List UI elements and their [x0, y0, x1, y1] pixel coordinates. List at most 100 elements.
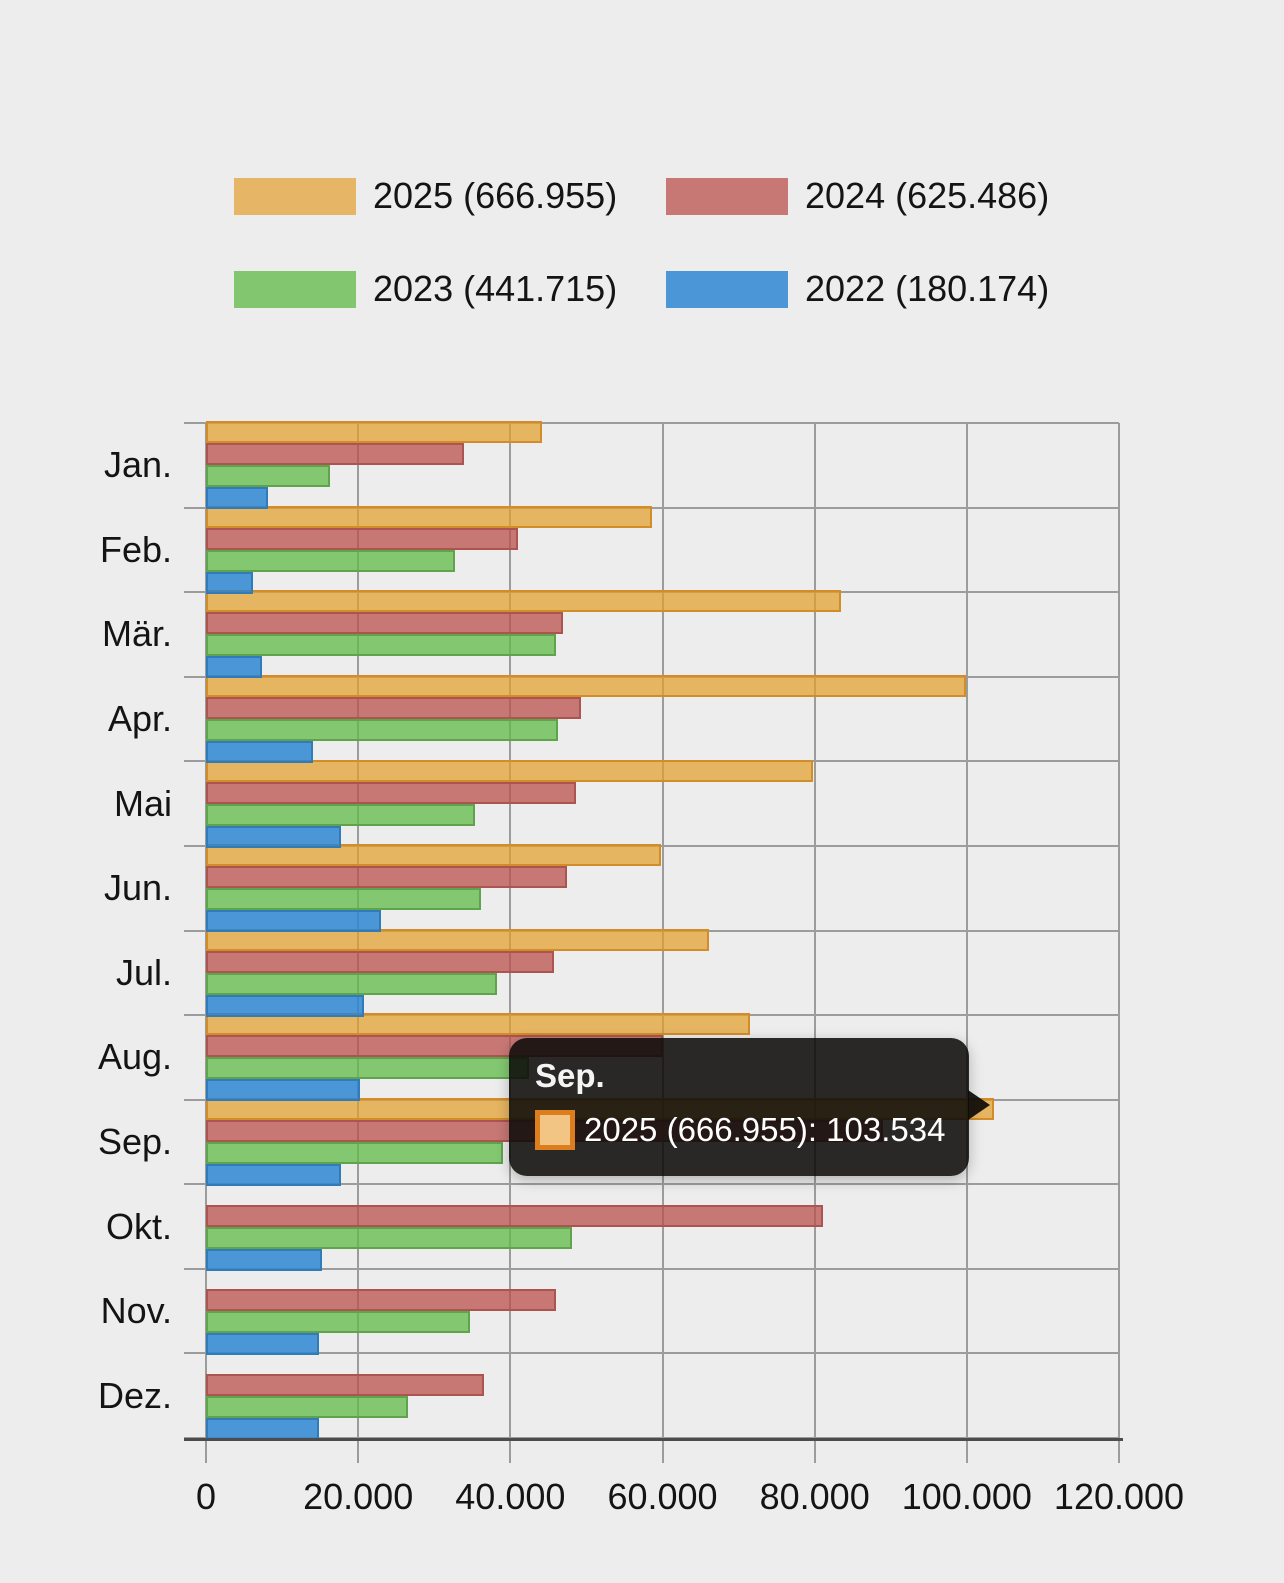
- x-axis-tick: [965, 1441, 968, 1463]
- bar-2024-jan[interactable]: [206, 443, 464, 466]
- bar-2025-jan[interactable]: [206, 421, 543, 444]
- x-tick-label: 80.000: [759, 1476, 870, 1517]
- bar-2025-jun[interactable]: [206, 844, 661, 867]
- bar-2022-jun[interactable]: [206, 910, 381, 933]
- legend-swatch-2022: [666, 270, 788, 308]
- bar-2023-okt[interactable]: [206, 1226, 572, 1249]
- bar-2024-apr[interactable]: [206, 697, 582, 720]
- bar-2022-mai[interactable]: [206, 825, 342, 848]
- y-axis-tick: [184, 1014, 206, 1017]
- y-axis-tick: [184, 1352, 206, 1355]
- x-axis-tick: [1118, 1441, 1120, 1463]
- legend-label-2022: 2022 (180.174): [805, 268, 1050, 309]
- y-tick-label: Jul.: [115, 951, 172, 993]
- bar-2025-jul[interactable]: [206, 928, 709, 951]
- legend-label-2024: 2024 (625.486): [805, 175, 1050, 216]
- legend-swatch-2024: [666, 177, 788, 215]
- legend-item-2022[interactable]: 2022 (180.174): [666, 268, 1049, 310]
- bar-2023-jul[interactable]: [206, 972, 497, 995]
- x-tick-label: 100.000: [901, 1476, 1032, 1517]
- y-axis-tick: [184, 1183, 206, 1186]
- gridline-horizontal: [206, 1183, 1119, 1186]
- bar-2024-nov[interactable]: [206, 1289, 556, 1312]
- bar-2023-mar[interactable]: [206, 634, 556, 657]
- bar-2024-jul[interactable]: [206, 950, 555, 973]
- gridline-horizontal: [206, 422, 1119, 424]
- bar-2025-feb[interactable]: [206, 505, 652, 528]
- gridline-horizontal: [206, 506, 1119, 509]
- x-tick-label: 120.000: [1053, 1476, 1185, 1517]
- y-axis-tick: [184, 929, 206, 932]
- bar-2024-feb[interactable]: [206, 527, 518, 550]
- bar-2022-dez[interactable]: [206, 1417, 320, 1440]
- bar-2025-aug[interactable]: [206, 1013, 750, 1036]
- legend-label-2023: 2023 (441.715): [373, 268, 618, 309]
- bar-2022-nov[interactable]: [206, 1333, 320, 1356]
- y-axis-tick: [184, 1267, 206, 1270]
- bar-2024-mai[interactable]: [206, 781, 576, 804]
- bar-2023-sep[interactable]: [206, 1141, 504, 1164]
- gridline-horizontal: [206, 1352, 1119, 1355]
- tooltip-arrow: [968, 1090, 990, 1120]
- bar-2023-nov[interactable]: [206, 1311, 470, 1334]
- x-axis-tick: [205, 1441, 207, 1463]
- y-axis-tick: [184, 760, 206, 763]
- y-tick-label: Mai: [113, 782, 172, 824]
- x-tick-label: 40.000: [455, 1476, 566, 1517]
- bar-2025-apr[interactable]: [206, 675, 967, 698]
- bar-2025-mai[interactable]: [206, 759, 814, 782]
- bar-2024-dez[interactable]: [206, 1373, 484, 1396]
- y-axis-tick: [184, 422, 206, 424]
- legend-swatch-2025: [234, 177, 356, 215]
- legend-label-2025: 2025 (666.955): [373, 175, 618, 216]
- y-axis-tick: [184, 506, 206, 509]
- bar-2022-jan[interactable]: [206, 487, 268, 510]
- bar-2023-mai[interactable]: [206, 803, 475, 826]
- y-tick-label: Okt.: [105, 1205, 172, 1247]
- bar-2022-aug[interactable]: [206, 1079, 360, 1102]
- bar-2022-apr[interactable]: [206, 741, 313, 764]
- y-tick-label: Nov.: [100, 1290, 172, 1332]
- bar-2023-feb[interactable]: [206, 549, 455, 572]
- bar-2022-jul[interactable]: [206, 994, 365, 1017]
- x-axis-tick: [509, 1441, 512, 1463]
- x-axis-tick: [661, 1441, 664, 1463]
- legend-item-2025[interactable]: 2025 (666.955): [234, 175, 617, 217]
- y-tick-label: Feb.: [99, 528, 172, 570]
- bar-2023-apr[interactable]: [206, 719, 559, 742]
- bar-2024-mar[interactable]: [206, 612, 563, 635]
- chart-tooltip: Sep. 2025 (666.955): 103.534: [509, 1038, 990, 1176]
- x-tick-label: 60.000: [607, 1476, 718, 1517]
- bar-2023-jan[interactable]: [206, 465, 331, 488]
- bar-2022-okt[interactable]: [206, 1248, 322, 1271]
- x-tick-label: 0: [195, 1476, 217, 1517]
- tooltip-series-swatch: [535, 1110, 575, 1150]
- bar-2023-aug[interactable]: [206, 1057, 529, 1080]
- legend-item-2024[interactable]: 2024 (625.486): [666, 175, 1049, 217]
- y-tick-label: Dez.: [97, 1374, 172, 1416]
- y-tick-label: Sep.: [97, 1120, 172, 1162]
- x-axis-tick: [357, 1441, 360, 1463]
- bar-2022-feb[interactable]: [206, 571, 254, 594]
- x-axis-line: [184, 1438, 1123, 1441]
- legend-swatch-2023: [234, 270, 356, 308]
- gridline-vertical: [1118, 423, 1120, 1438]
- bar-2022-mar[interactable]: [206, 656, 262, 679]
- y-axis-tick: [184, 1098, 206, 1101]
- y-tick-label: Aug.: [97, 1036, 172, 1078]
- x-tick-label: 20.000: [303, 1476, 414, 1517]
- bar-2024-jun[interactable]: [206, 866, 567, 889]
- y-tick-label: Jan.: [103, 444, 172, 486]
- y-axis-tick: [184, 844, 206, 847]
- tooltip-value-text: 2025 (666.955): 103.534: [584, 1111, 946, 1148]
- bar-2025-mar[interactable]: [206, 590, 842, 613]
- bar-2022-sep[interactable]: [206, 1163, 342, 1186]
- y-tick-label: Jun.: [103, 867, 172, 909]
- bar-2023-jun[interactable]: [206, 888, 481, 911]
- bar-2023-dez[interactable]: [206, 1395, 408, 1418]
- legend-item-2023[interactable]: 2023 (441.715): [234, 268, 617, 310]
- bar-2024-okt[interactable]: [206, 1204, 824, 1227]
- y-tick-label: Apr.: [107, 698, 172, 740]
